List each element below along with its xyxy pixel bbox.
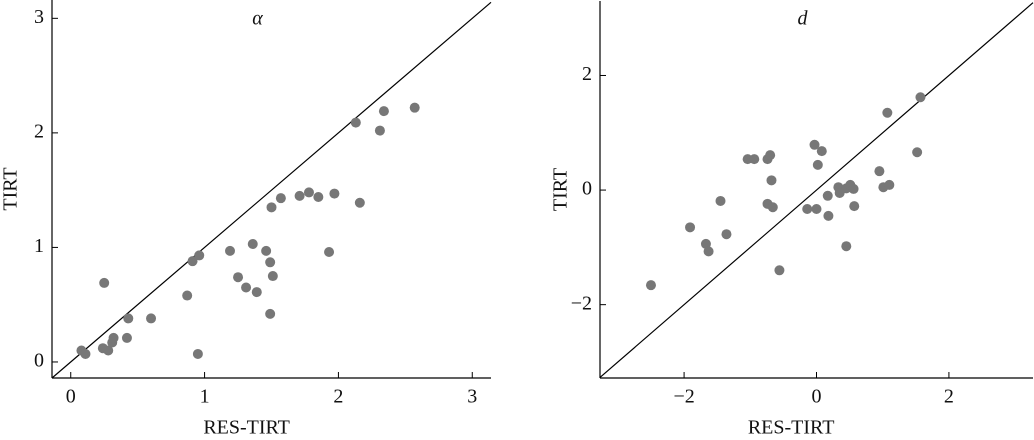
point bbox=[378, 106, 389, 117]
point bbox=[192, 348, 203, 359]
x-tick-label: 2 bbox=[333, 386, 343, 408]
x-tick-label: 3 bbox=[467, 386, 477, 408]
point bbox=[374, 125, 385, 136]
point bbox=[811, 203, 822, 214]
point bbox=[80, 348, 91, 359]
point bbox=[233, 272, 244, 283]
point bbox=[849, 201, 860, 212]
point bbox=[766, 175, 777, 186]
point bbox=[329, 188, 340, 199]
point bbox=[194, 250, 205, 261]
point bbox=[823, 210, 834, 221]
x-axis-label: RES-TIRT bbox=[203, 417, 290, 439]
point bbox=[884, 179, 895, 190]
point bbox=[409, 102, 420, 113]
y-tick-label: 2 bbox=[34, 120, 44, 142]
point bbox=[802, 203, 813, 214]
point bbox=[841, 241, 852, 252]
point bbox=[294, 190, 305, 201]
point bbox=[324, 247, 335, 257]
point bbox=[266, 202, 277, 213]
point bbox=[767, 202, 778, 213]
point bbox=[350, 117, 361, 128]
identity-line bbox=[599, 2, 1034, 378]
x-axis-label: RES-TIRT bbox=[748, 417, 835, 439]
point bbox=[313, 192, 324, 203]
x-tick-label: 2 bbox=[944, 386, 954, 408]
point bbox=[187, 256, 198, 267]
point bbox=[848, 183, 859, 194]
point bbox=[99, 277, 110, 288]
point bbox=[354, 197, 365, 208]
point bbox=[822, 190, 833, 201]
point bbox=[765, 150, 776, 161]
point bbox=[912, 147, 923, 158]
y-tick-label: 2 bbox=[582, 63, 592, 85]
point bbox=[749, 154, 760, 165]
point bbox=[251, 287, 262, 298]
point bbox=[225, 245, 236, 256]
x-tick-label: 1 bbox=[200, 386, 210, 408]
point bbox=[182, 290, 193, 301]
point bbox=[267, 271, 278, 282]
chart-title: α bbox=[252, 8, 263, 30]
y-tick-label: 1 bbox=[34, 235, 44, 257]
chart-title: d bbox=[798, 8, 809, 30]
point bbox=[261, 245, 272, 256]
identity-line bbox=[51, 1, 492, 379]
point bbox=[882, 107, 893, 118]
point bbox=[812, 159, 823, 170]
x-tick-label: −2 bbox=[673, 386, 694, 408]
y-axis-label: TIRT bbox=[550, 168, 572, 211]
y-axis-label: TIRT bbox=[0, 167, 22, 210]
point bbox=[265, 257, 276, 268]
y-tick-label: 0 bbox=[582, 178, 592, 200]
point bbox=[275, 193, 286, 204]
point bbox=[816, 146, 827, 157]
point bbox=[247, 238, 258, 249]
point bbox=[915, 92, 926, 103]
point bbox=[703, 246, 714, 257]
x-tick-label: 0 bbox=[66, 386, 76, 408]
point bbox=[645, 280, 656, 291]
y-tick-label: 3 bbox=[34, 6, 44, 28]
y-tick-label: 0 bbox=[34, 350, 44, 372]
point bbox=[121, 332, 132, 343]
y-tick-label: −2 bbox=[571, 292, 592, 314]
point bbox=[123, 313, 134, 324]
point bbox=[265, 308, 276, 319]
point bbox=[721, 229, 732, 240]
point bbox=[874, 166, 885, 177]
point bbox=[685, 222, 696, 233]
point bbox=[103, 345, 114, 356]
point bbox=[809, 139, 820, 150]
point bbox=[146, 313, 157, 324]
point bbox=[715, 195, 726, 206]
point bbox=[303, 187, 314, 198]
x-tick-label: 0 bbox=[812, 386, 822, 408]
point bbox=[774, 265, 785, 276]
point bbox=[108, 332, 119, 343]
point bbox=[241, 282, 252, 293]
